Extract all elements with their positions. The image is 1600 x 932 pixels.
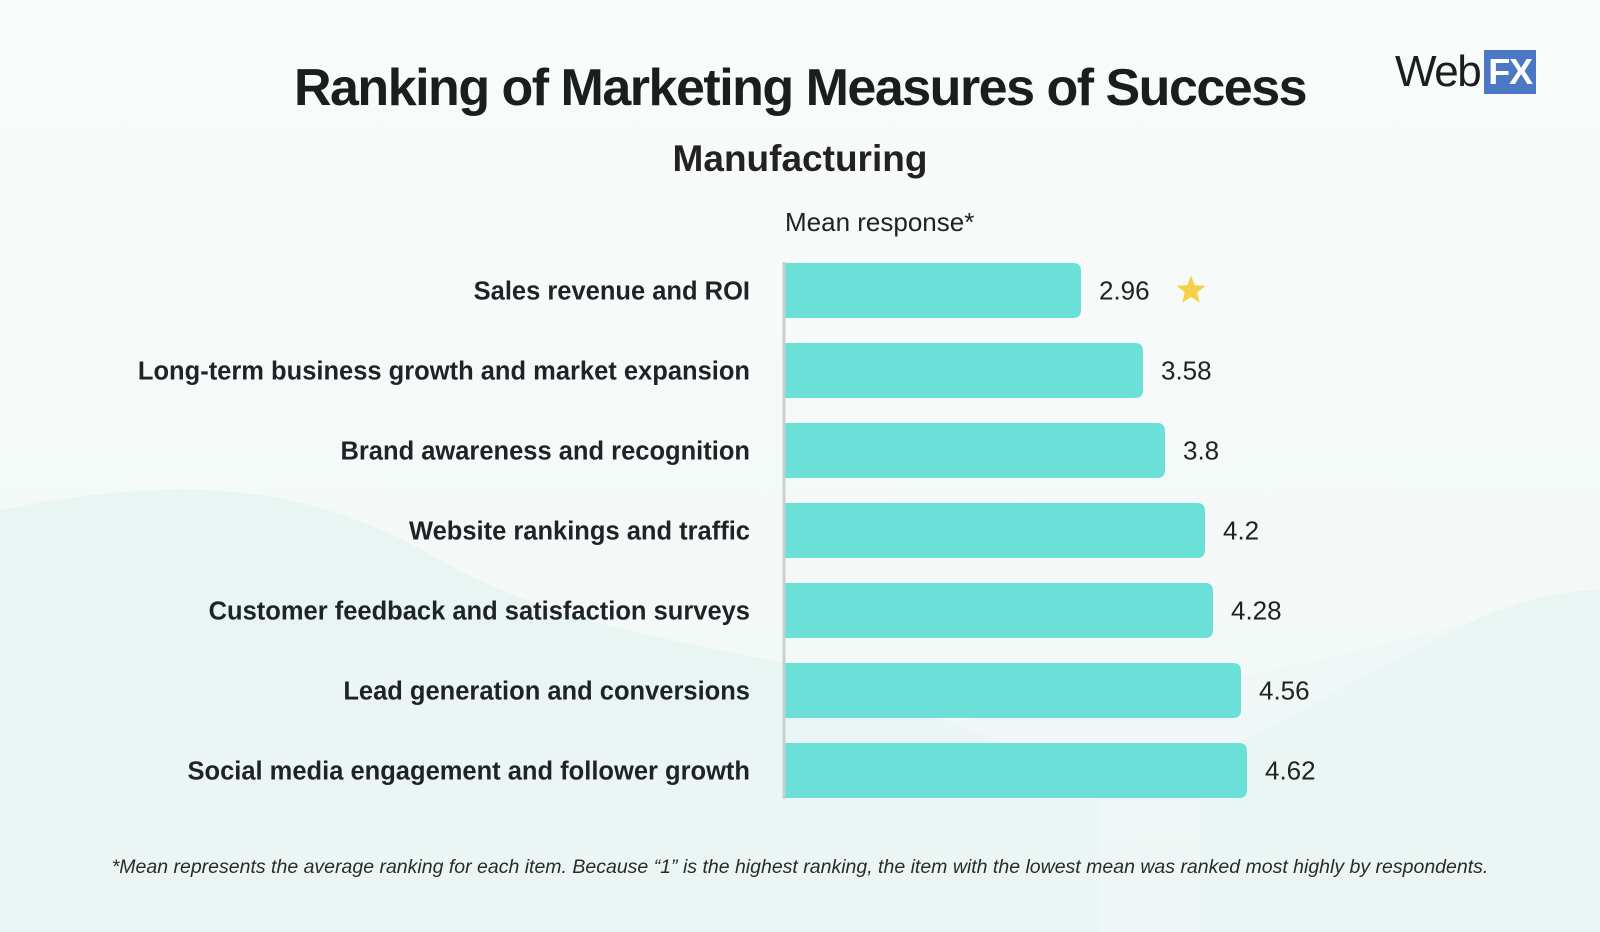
category-label: Website rankings and traffic [409, 518, 750, 546]
logo-text-fx: FX [1484, 50, 1537, 94]
value-label: 3.8 [1183, 436, 1219, 466]
value-label: 3.58 [1161, 356, 1212, 386]
category-label: Sales revenue and ROI [474, 278, 750, 306]
value-label: 2.96 [1099, 276, 1150, 306]
category-label: Lead generation and conversions [343, 678, 750, 706]
bar [785, 663, 1241, 718]
webfx-logo: Web FX [1395, 47, 1537, 96]
bar [785, 343, 1143, 398]
footnote: *Mean represents the average ranking for… [111, 856, 1489, 878]
bar [785, 583, 1213, 638]
category-label: Customer feedback and satisfaction surve… [209, 598, 750, 626]
value-label: 4.62 [1265, 756, 1316, 786]
value-label: 4.2 [1223, 516, 1259, 546]
bar [785, 423, 1165, 478]
category-label: Social media engagement and follower gro… [187, 758, 750, 786]
value-label: 4.56 [1259, 676, 1310, 706]
bar [785, 263, 1081, 318]
category-label: Brand awareness and recognition [340, 438, 750, 466]
chart-title: Ranking of Marketing Measures of Success [293, 59, 1308, 117]
star-icon [1176, 275, 1206, 303]
value-label: 4.28 [1231, 596, 1282, 626]
chart-subtitle: Manufacturing [672, 138, 928, 179]
category-label: Long-term business growth and market exp… [138, 358, 750, 386]
logo-text-web: Web [1395, 47, 1482, 96]
bar [785, 503, 1205, 558]
bar [785, 743, 1247, 798]
x-axis-label: Mean response* [785, 207, 975, 237]
